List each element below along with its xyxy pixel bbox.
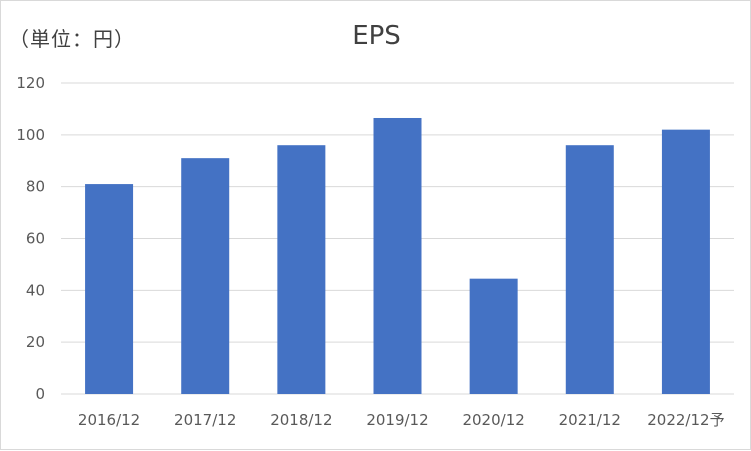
y-tick-label: 40 bbox=[26, 281, 45, 299]
x-tick-label: 2019/12 bbox=[366, 411, 428, 429]
y-tick-label: 100 bbox=[16, 126, 45, 144]
bar-2020/12 bbox=[469, 278, 518, 394]
bar-2022/12予 bbox=[661, 129, 710, 394]
y-tick-label: 20 bbox=[26, 333, 45, 351]
chart-title: EPS bbox=[352, 21, 401, 51]
y-tick-label: 120 bbox=[16, 74, 45, 92]
unit-label: （単位：円） bbox=[9, 27, 135, 51]
x-tick-label: 2016/12 bbox=[78, 411, 140, 429]
x-tick-label: 2017/12 bbox=[174, 411, 236, 429]
bar-2021/12 bbox=[565, 145, 614, 394]
x-tick-label: 2020/12 bbox=[462, 411, 524, 429]
x-tick-label: 2022/12予 bbox=[647, 411, 724, 429]
y-tick-label: 0 bbox=[35, 385, 45, 403]
bar-2018/12 bbox=[277, 145, 326, 394]
bar-2016/12 bbox=[85, 184, 134, 394]
bar-2017/12 bbox=[181, 158, 230, 394]
bar-2019/12 bbox=[373, 117, 422, 395]
x-tick-label: 2018/12 bbox=[270, 411, 332, 429]
x-tick-label: 2021/12 bbox=[559, 411, 621, 429]
y-tick-label: 60 bbox=[26, 230, 45, 248]
y-tick-label: 80 bbox=[26, 178, 45, 196]
